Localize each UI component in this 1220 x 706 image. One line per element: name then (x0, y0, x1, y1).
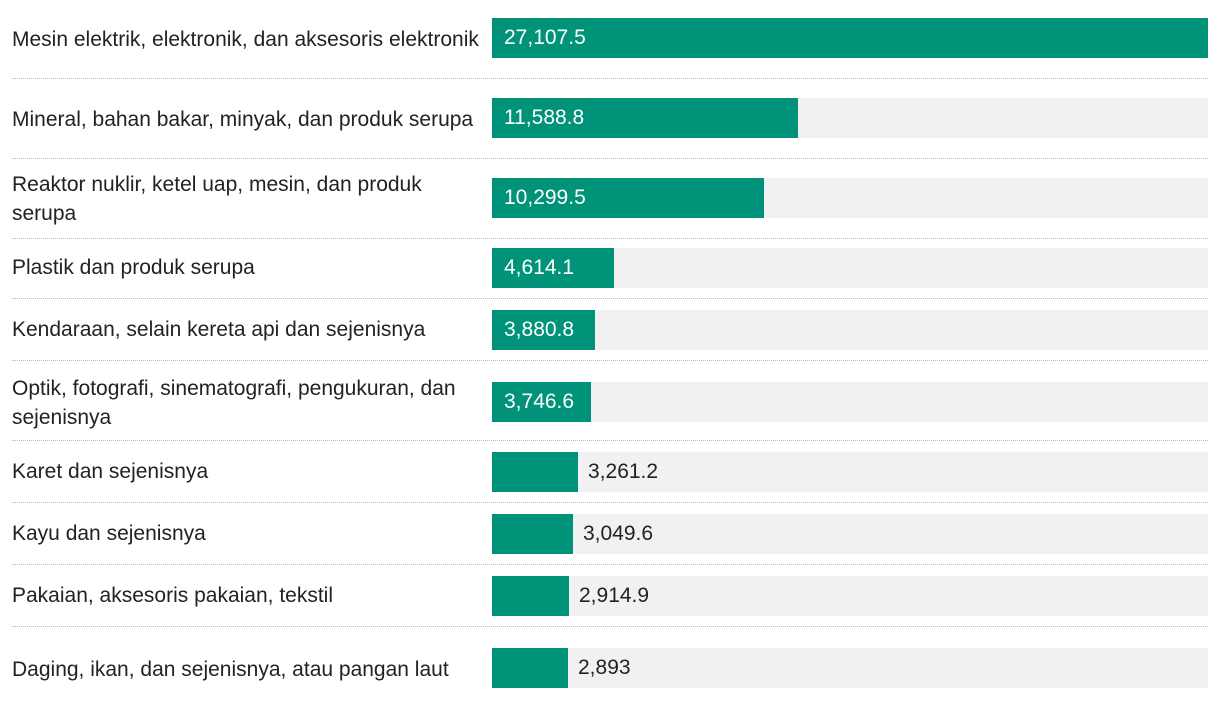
value-label: 2,893 (578, 656, 631, 679)
bar (492, 382, 591, 422)
bar (492, 648, 568, 688)
value-label: 4,614.1 (504, 256, 575, 279)
row-divider (12, 158, 1208, 159)
category-label: Kayu dan sejenisnya (12, 522, 206, 545)
bar-track: 2,893 (492, 648, 1208, 688)
bar (492, 178, 764, 218)
bar-track: 2,914.9 (492, 576, 1208, 616)
bar (492, 576, 569, 616)
row-divider (12, 238, 1208, 239)
bar-track: 10,299.5 (492, 178, 1208, 218)
category-label: Pakaian, aksesoris pakaian, tekstil (12, 584, 333, 607)
bar (492, 514, 573, 554)
category-label: Optik, fotografi, sinematografi, penguku… (12, 377, 456, 429)
bar-track: 3,049.6 (492, 514, 1208, 554)
value-label: 3,049.6 (583, 522, 654, 545)
bar-track: 11,588.8 (492, 98, 1208, 138)
value-label: 11,588.8 (504, 106, 585, 129)
category-label: Mineral, bahan bakar, minyak, dan produk… (12, 107, 474, 131)
row-divider (12, 626, 1208, 627)
category-label: Karet dan sejenisnya (12, 460, 209, 483)
value-label: 10,299.5 (504, 186, 586, 209)
bar-track: 3,746.6 (492, 382, 1208, 422)
row-divider (12, 78, 1208, 79)
value-label: 3,746.6 (504, 390, 575, 413)
bar-track: 3,261.2 (492, 452, 1208, 492)
category-label: Reaktor nuklir, ketel uap, mesin, dan pr… (12, 173, 422, 225)
row-divider (12, 502, 1208, 503)
category-label: Kendaraan, selain kereta api dan sejenis… (12, 318, 426, 341)
row-divider (12, 564, 1208, 565)
row-divider (12, 440, 1208, 441)
bar (492, 98, 798, 138)
bar-track: 27,107.5 (492, 18, 1208, 58)
bar (492, 452, 578, 492)
row-divider (12, 360, 1208, 361)
category-label: Mesin elektrik, elektronik, dan aksesori… (12, 27, 479, 51)
bar-track: 3,880.8 (492, 310, 1208, 350)
row-divider (12, 298, 1208, 299)
value-label: 3,261.2 (588, 460, 659, 483)
value-label: 2,914.9 (579, 584, 650, 607)
value-label: 3,880.8 (504, 318, 575, 341)
bar-track: 4,614.1 (492, 248, 1208, 288)
bar (492, 248, 614, 288)
value-label: 27,107.5 (504, 26, 586, 49)
bar (492, 18, 1208, 58)
category-label: Daging, ikan, dan sejenisnya, atau panga… (12, 657, 449, 681)
category-label: Plastik dan produk serupa (12, 256, 255, 279)
bar (492, 310, 595, 350)
